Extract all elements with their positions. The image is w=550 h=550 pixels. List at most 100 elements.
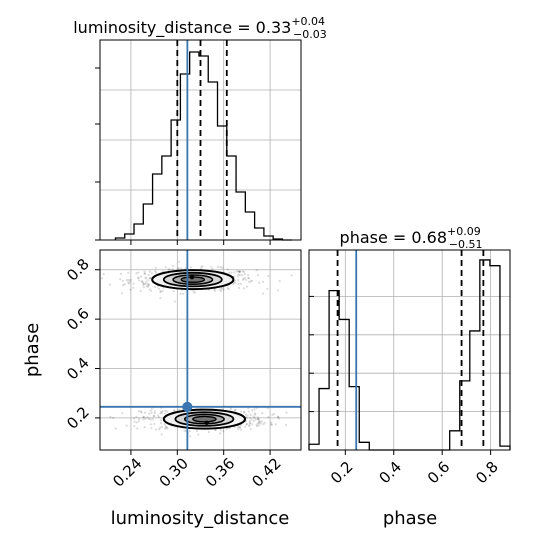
sample-point [142,415,145,419]
sample-point [270,421,273,424]
sample-point [245,423,248,426]
sample-point [136,427,139,430]
sample-point [125,279,128,282]
sample-point [259,420,262,423]
sample-point [193,291,196,294]
sample-point [222,430,225,433]
sample-point [144,276,147,279]
sample-point [239,424,242,427]
sample-point [238,426,241,429]
sample-point [184,267,187,270]
sample-point [214,429,217,432]
sample-point [244,425,247,428]
sample-point [150,411,153,414]
sample-point [143,411,147,414]
sample-point [145,285,148,288]
sample-point [133,417,136,420]
quantile-lines [336,250,485,450]
sample-point [149,423,152,426]
sample-point [137,276,140,279]
sample-point [238,270,242,273]
panel-title: phase = 0.68+0.09 −0.51 [340,225,483,251]
sample-point [239,282,243,285]
sample-point [251,409,254,412]
sample-point [129,278,132,282]
sample-point [149,418,152,421]
sample-point [153,414,156,418]
sample-point [133,420,136,423]
sample-point [154,266,157,269]
sample-point [250,418,253,421]
sample-point [222,288,225,291]
sample-point [257,420,261,423]
sample-point [238,270,241,273]
sample-point [153,412,156,415]
sample-point [270,423,273,426]
sample-point [147,274,150,277]
sample-point [138,279,141,282]
sample-point [251,423,254,426]
sample-point [180,267,183,270]
sample-point [237,273,240,276]
grid-lines [309,250,510,450]
sample-point [257,424,261,427]
sample-point [246,414,249,417]
sample-point [240,428,243,431]
sample-point [183,429,186,432]
sample-point [225,427,228,431]
sample-point [249,422,252,425]
sample-point [159,291,162,294]
sample-point [133,425,136,428]
sample-point [226,287,229,290]
density-peak [189,275,195,280]
sample-point [135,272,138,275]
sample-point [237,425,240,428]
sample-point [150,289,153,292]
sample-point [262,423,265,426]
sample-point [142,283,145,287]
sample-point [263,421,266,424]
sample-point [247,410,250,413]
sample-point [119,272,123,275]
sample-point [245,416,248,419]
y-axis-label: phase [22,323,43,377]
sample-point [210,265,213,268]
sample-point [237,286,241,290]
sample-point [256,422,259,425]
sample-point [157,287,161,290]
sample-point [276,415,279,418]
sample-point [161,290,164,293]
axes-frame [99,249,302,451]
sample-point [147,417,151,420]
sample-point [219,265,222,269]
sample-point [188,430,192,433]
sample-point [247,277,251,280]
sample-point [122,283,125,287]
sample-point [219,289,223,292]
sample-point [248,421,251,424]
sample-point [248,280,251,283]
sample-point [140,411,143,414]
sample-point [127,271,130,274]
sample-point [160,433,163,436]
sample-point [256,425,259,428]
sample-point [143,426,146,429]
sample-point [284,423,288,427]
sample-point [161,410,164,413]
sample-point [249,416,252,419]
sample-point [120,292,123,295]
sample-point [148,270,151,273]
sample-point [192,290,195,293]
sample-point [145,281,148,284]
sample-point [262,292,265,295]
sample-point [211,267,214,271]
sample-point [246,422,249,426]
sample-point [274,423,277,426]
sample-point [139,275,143,278]
sample-point [290,274,293,277]
sample-point [243,276,246,279]
sample-point [252,419,255,423]
sample-point [220,287,223,290]
sample-point [213,289,217,292]
